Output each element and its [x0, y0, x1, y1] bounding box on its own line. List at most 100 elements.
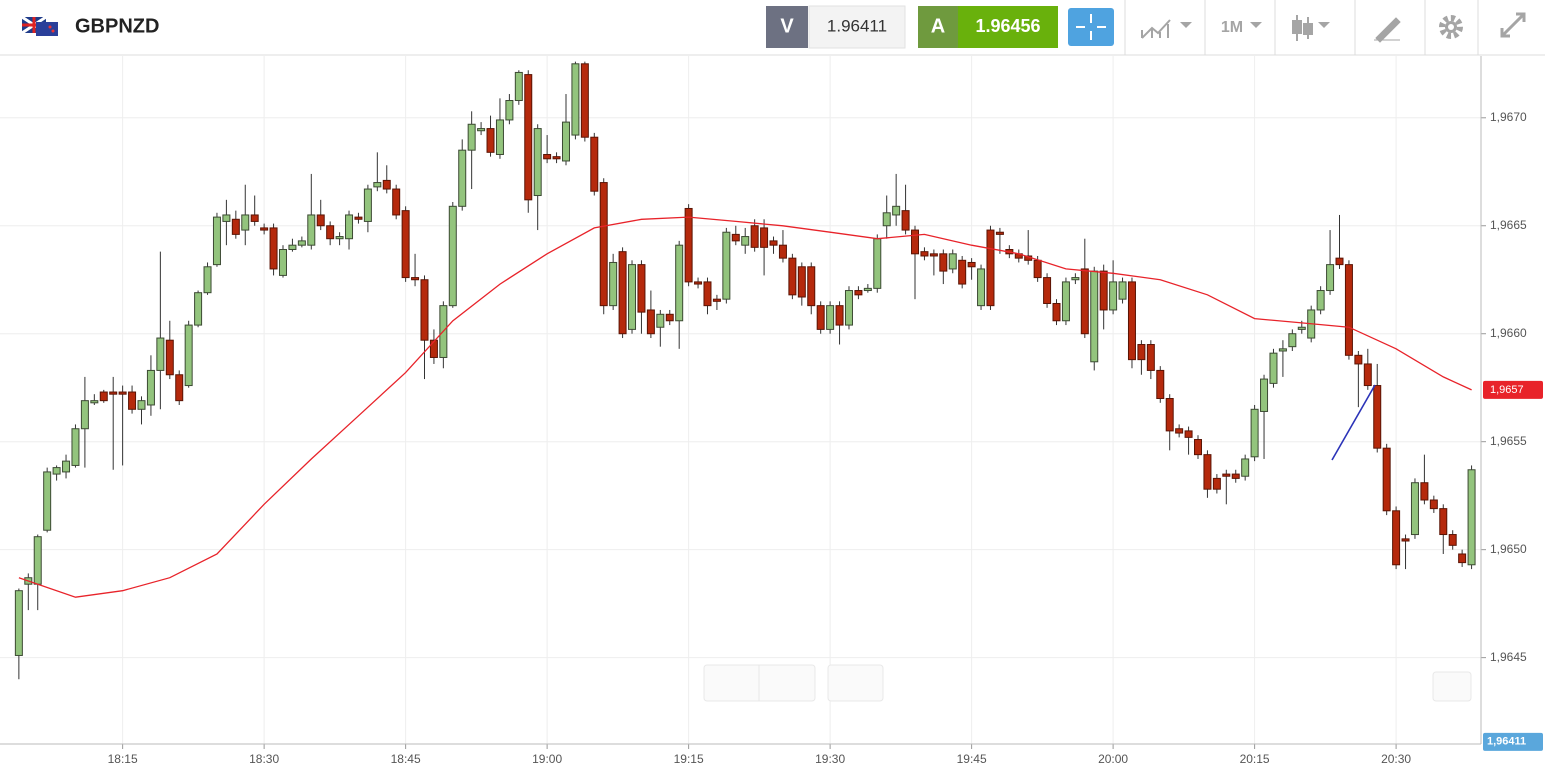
sell-price-box[interactable] — [808, 5, 906, 49]
candle-body — [326, 225, 335, 240]
candles-icon[interactable] — [1292, 15, 1313, 41]
settings-icon[interactable] — [1439, 15, 1463, 39]
candle-body — [524, 74, 533, 201]
candle-body — [429, 339, 438, 358]
scroll-button[interactable] — [1432, 671, 1472, 702]
candle-body — [1146, 344, 1155, 371]
candle-body — [1344, 264, 1353, 356]
candle-body — [1080, 268, 1089, 335]
candle-body — [316, 214, 325, 227]
candle-body — [552, 156, 561, 160]
candle-body — [1212, 477, 1221, 490]
candle-body — [1401, 538, 1410, 542]
candle-body — [967, 261, 976, 268]
candle-body — [1429, 499, 1438, 510]
candle-body — [1260, 378, 1269, 412]
buy-button[interactable] — [918, 6, 958, 48]
candle-body — [250, 214, 259, 222]
candle-body — [628, 264, 637, 330]
draw-icon[interactable] — [1374, 17, 1401, 43]
candle-body — [411, 277, 420, 281]
candle-body — [241, 214, 250, 231]
candle-body — [637, 264, 646, 313]
chart-type-icon[interactable] — [1141, 19, 1171, 39]
candle-body — [609, 261, 618, 307]
candle-body — [194, 292, 203, 326]
candle-body — [278, 249, 287, 276]
moving-average — [18, 216, 1472, 598]
candle-body — [71, 428, 80, 466]
buy-price: 1.96456 — [975, 16, 1040, 36]
candle-body — [684, 207, 693, 283]
dropdown-arrow — [1318, 22, 1330, 28]
candle-body — [929, 253, 938, 257]
candle-body — [543, 153, 552, 160]
candle-body — [99, 391, 108, 402]
candle-body — [741, 236, 750, 246]
candle-body — [1203, 454, 1212, 490]
candle-body — [1458, 553, 1467, 564]
candle-body — [1288, 333, 1297, 348]
candle-body — [458, 149, 467, 207]
candle-body — [769, 240, 778, 246]
candle-body — [986, 229, 995, 307]
buy-label: A — [931, 15, 945, 37]
candle-body — [128, 391, 137, 410]
candle-body — [901, 210, 910, 231]
candle-body — [1043, 277, 1052, 304]
candle-body — [118, 391, 127, 395]
candle-body — [222, 214, 231, 222]
reset-button[interactable] — [827, 664, 884, 702]
candle-body — [835, 305, 844, 326]
candle-body — [420, 279, 429, 341]
candle-body — [1439, 508, 1448, 536]
candle-body — [307, 214, 316, 246]
flag — [21, 15, 58, 36]
candle-body — [1061, 281, 1070, 322]
crosshair-button[interactable] — [1068, 8, 1114, 46]
candle-body — [561, 121, 570, 162]
candle-body — [1316, 290, 1325, 311]
sell-button[interactable] — [766, 6, 808, 48]
x-tick-label: 19:30 — [815, 752, 845, 766]
candle-body — [486, 128, 495, 153]
fullscreen-icon[interactable] — [1500, 12, 1526, 38]
candle-body — [1194, 439, 1203, 456]
candle-body — [184, 324, 193, 387]
candle-body — [1420, 482, 1429, 501]
crosshair-icon — [1076, 14, 1106, 40]
flag-star — [48, 25, 52, 29]
candle-body — [1231, 473, 1240, 479]
candle-body — [260, 227, 269, 231]
timeframe[interactable]: 1M — [1221, 19, 1243, 36]
candle-body — [1156, 369, 1165, 400]
candle-body — [373, 182, 382, 188]
candle-body — [920, 251, 929, 257]
candle-body — [1241, 458, 1250, 477]
candle-body — [1269, 352, 1278, 384]
candle-body — [1222, 473, 1231, 477]
candle-body — [977, 268, 986, 307]
x-tick-label: 18:15 — [108, 752, 138, 766]
axes: 1,9645 1,9650 1,9655 1,9660 1,9665 1,9670 18:1… — [0, 56, 1527, 766]
candle-body — [873, 238, 882, 289]
candle-body — [505, 100, 514, 121]
y-tick-label: 1,9665 — [1490, 218, 1527, 232]
candle-body — [571, 63, 580, 136]
buy-price-box[interactable] — [958, 6, 1058, 48]
candle-body — [1382, 447, 1391, 512]
candle-body — [1373, 385, 1382, 449]
user-trendline — [1331, 384, 1376, 461]
candle-body — [911, 229, 920, 255]
sell-label: V — [780, 15, 794, 37]
x-tick-label: 19:45 — [957, 752, 987, 766]
candle-body — [363, 188, 372, 222]
candle-body — [580, 63, 589, 138]
candle-body — [1467, 469, 1476, 566]
candle-body — [665, 313, 674, 322]
candle-body — [467, 123, 476, 151]
candle-body — [52, 467, 61, 475]
candle-body — [760, 227, 769, 248]
candle-body — [863, 287, 872, 292]
